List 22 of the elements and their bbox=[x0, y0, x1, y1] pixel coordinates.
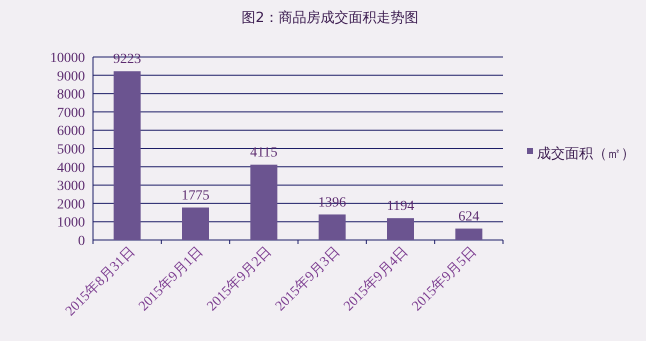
bar bbox=[387, 218, 414, 240]
bar bbox=[318, 214, 346, 240]
y-tick-label: 2000 bbox=[57, 197, 85, 212]
y-tick-label: 6000 bbox=[57, 124, 85, 140]
data-label: 1775 bbox=[182, 188, 210, 204]
bar bbox=[250, 164, 278, 240]
chart-title: 图2：商品房成交面积走势图 bbox=[242, 10, 418, 26]
y-tick-label: 9000 bbox=[57, 69, 85, 84]
data-label: 624 bbox=[458, 210, 480, 225]
y-tick-label: 3000 bbox=[57, 179, 85, 194]
bar bbox=[182, 208, 209, 240]
y-tick-label: 4000 bbox=[57, 160, 85, 176]
y-tick-label: 8000 bbox=[57, 88, 85, 103]
bar bbox=[455, 228, 482, 240]
y-tick-label: 10000 bbox=[50, 51, 85, 66]
bar bbox=[114, 71, 141, 240]
y-tick-label: 7000 bbox=[57, 106, 85, 121]
y-tick-label: 1000 bbox=[57, 216, 85, 231]
data-label: 4115 bbox=[250, 146, 278, 161]
y-tick-label: 0 bbox=[78, 234, 85, 249]
y-tick-label: 5000 bbox=[57, 142, 85, 158]
legend-label: 成交面积（㎡） bbox=[537, 146, 635, 162]
